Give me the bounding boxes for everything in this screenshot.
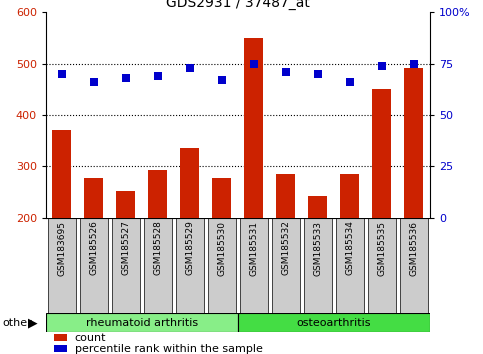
Bar (372, 89, 391, 218)
Bar (54, 334, 67, 341)
FancyBboxPatch shape (80, 218, 108, 313)
Point (58, 71, 66, 77)
FancyBboxPatch shape (336, 218, 364, 313)
Point (410, 61, 418, 67)
Point (346, 79, 354, 85)
Text: GSM185535: GSM185535 (377, 221, 386, 275)
Text: other: other (2, 318, 32, 328)
Text: ▶: ▶ (28, 316, 38, 329)
Point (314, 71, 322, 77)
Point (378, 63, 386, 69)
FancyBboxPatch shape (272, 218, 300, 313)
Bar (308, 196, 327, 218)
Point (154, 73, 162, 79)
FancyBboxPatch shape (240, 218, 268, 313)
FancyBboxPatch shape (112, 218, 140, 313)
Text: GSM185531: GSM185531 (249, 221, 258, 275)
Bar (244, 38, 264, 218)
Bar (404, 68, 424, 218)
Bar (276, 174, 296, 218)
FancyBboxPatch shape (368, 218, 396, 313)
Bar (180, 148, 199, 218)
Point (122, 75, 130, 81)
Text: count: count (75, 333, 106, 343)
FancyBboxPatch shape (46, 313, 238, 332)
Point (282, 69, 290, 75)
Text: GSM185530: GSM185530 (217, 221, 227, 275)
Point (250, 61, 258, 67)
FancyBboxPatch shape (208, 218, 236, 313)
Bar (85, 178, 103, 218)
Text: GSM185526: GSM185526 (89, 221, 99, 275)
FancyBboxPatch shape (238, 313, 430, 332)
Bar (148, 171, 168, 218)
Text: GSM185532: GSM185532 (282, 221, 290, 275)
Bar (52, 130, 71, 218)
Text: rheumatoid arthritis: rheumatoid arthritis (86, 318, 198, 328)
Point (218, 77, 226, 83)
Point (90, 79, 98, 85)
Text: GSM185534: GSM185534 (345, 221, 355, 275)
Point (186, 65, 194, 71)
Text: GSM183695: GSM183695 (57, 221, 66, 275)
Bar (54, 345, 67, 352)
Text: GSM185527: GSM185527 (121, 221, 130, 275)
Text: percentile rank within the sample: percentile rank within the sample (75, 344, 263, 354)
Text: GSM185536: GSM185536 (410, 221, 418, 275)
Text: osteoarthritis: osteoarthritis (297, 318, 371, 328)
FancyBboxPatch shape (400, 218, 428, 313)
FancyBboxPatch shape (48, 218, 76, 313)
Text: GSM185529: GSM185529 (185, 221, 194, 275)
Bar (116, 191, 135, 218)
Bar (340, 174, 359, 218)
Title: GDS2931 / 37487_at: GDS2931 / 37487_at (166, 0, 310, 10)
FancyBboxPatch shape (304, 218, 332, 313)
FancyBboxPatch shape (144, 218, 172, 313)
Text: GSM185533: GSM185533 (313, 221, 322, 275)
Text: GSM185528: GSM185528 (154, 221, 162, 275)
Bar (213, 178, 231, 218)
FancyBboxPatch shape (176, 218, 204, 313)
